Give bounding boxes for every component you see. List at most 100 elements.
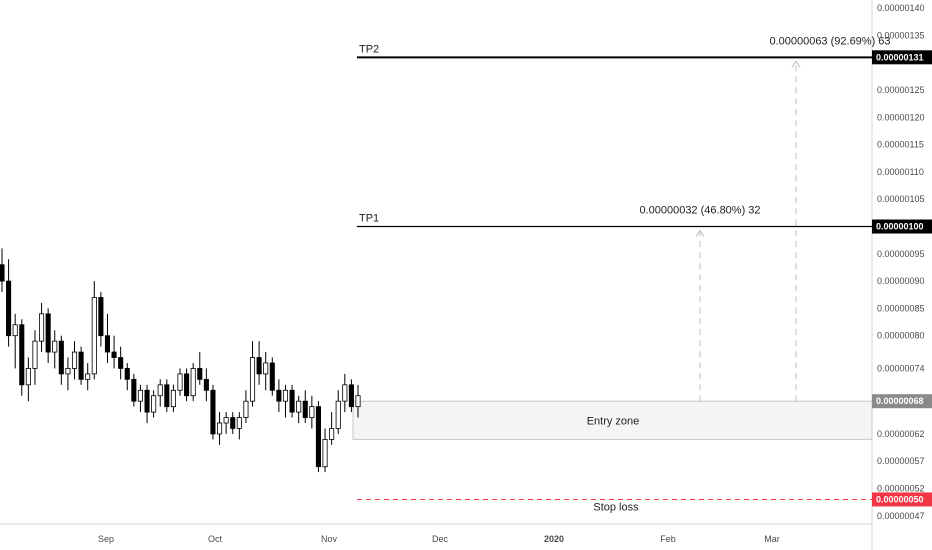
- time-axis-tick-label: 2020: [544, 534, 564, 544]
- price-axis-tick-label: 0.00000110: [877, 167, 924, 177]
- tp2-label: TP2: [359, 43, 379, 55]
- candle-body: [85, 373, 91, 380]
- price-tag-label: 0.00000068: [876, 396, 924, 406]
- candle-body: [170, 389, 176, 408]
- candle-body: [315, 406, 321, 468]
- price-axis-tick-label: 0.00000052: [877, 484, 925, 494]
- candle-body: [58, 340, 64, 375]
- candle-body: [256, 357, 262, 375]
- price-axis-tick-label: 0.00000062: [877, 429, 925, 439]
- candle-body: [223, 417, 229, 424]
- tp1-measure-label: 0.00000032 (46.80%) 32: [639, 205, 760, 217]
- price-axis-tick-label: 0.00000135: [877, 30, 925, 40]
- candle-body: [342, 384, 348, 402]
- candle-body: [124, 368, 130, 380]
- candle-body: [39, 313, 45, 342]
- price-tag: [872, 492, 932, 507]
- candle-body: [91, 297, 97, 375]
- candles: [0, 248, 361, 473]
- time-axis-tick-label: Mar: [764, 534, 780, 544]
- price-tag-label: 0.00000100: [876, 222, 924, 232]
- candle-body: [236, 417, 242, 429]
- candle-body: [118, 357, 124, 369]
- price-tag: [872, 219, 932, 234]
- price-tags: 0.00000131 0.00000100 0.00000068 0.00000050: [872, 50, 932, 507]
- candle-body: [177, 373, 183, 391]
- candle-body: [355, 395, 361, 408]
- candle-body: [302, 400, 308, 418]
- time-axis-tick-label: Feb: [660, 534, 676, 544]
- price-axis-tick-label: 0.00000057: [877, 456, 925, 466]
- tp1-label: TP1: [359, 213, 379, 225]
- candle-body: [144, 389, 150, 413]
- candle-body: [243, 400, 249, 418]
- candle-body: [263, 362, 269, 375]
- price-axis-tick-label: 0.00000074: [877, 363, 925, 373]
- candle-body: [25, 368, 31, 386]
- candle-body: [217, 422, 223, 435]
- candle-body: [164, 384, 170, 408]
- candle-body: [322, 438, 328, 468]
- candle-body: [65, 368, 71, 375]
- axes: [0, 0, 873, 550]
- candle-body: [289, 389, 295, 413]
- levels-layer: TP2 0.00000063 (92.69%) 63 TP1 0.00000032 (…: [357, 35, 891, 513]
- candle-body: [32, 340, 38, 369]
- price-axis-tick-label: 0.00000090: [877, 276, 925, 286]
- candle-body: [19, 324, 25, 386]
- price-axis-tick-label: 0.00000125: [877, 85, 925, 95]
- time-axis[interactable]: Sep Oct Nov Dec 2020 Feb Mar: [98, 534, 780, 544]
- candle-body: [45, 313, 51, 353]
- price-axis-tick-label: 0.00000047: [877, 511, 925, 521]
- measure-arrowhead: [695, 229, 705, 237]
- entry-zone-label: Entry zone: [587, 415, 640, 427]
- candle-body: [52, 340, 58, 353]
- candle-body: [230, 417, 236, 429]
- candle-body: [309, 406, 315, 418]
- candle-body: [78, 351, 84, 380]
- candle-body: [348, 384, 354, 408]
- candle-body: [210, 389, 216, 435]
- price-tag-label: 0.00000050: [876, 494, 924, 504]
- entry-zone-layer: Entry zone: [352, 400, 873, 440]
- candle-body: [111, 351, 117, 358]
- candle-body: [203, 378, 209, 391]
- candle-body: [151, 395, 157, 413]
- candle-body: [197, 368, 203, 380]
- price-axis-tick-label: 0.00000105: [877, 194, 925, 204]
- price-axis-tick-label: 0.00000085: [877, 303, 925, 313]
- candle-body: [296, 400, 302, 413]
- candle-body: [190, 368, 196, 397]
- price-tag: [872, 394, 932, 409]
- price-axis-tick-label: 0.00000115: [877, 140, 924, 150]
- time-axis-tick-label: Nov: [321, 534, 338, 544]
- time-axis-tick-label: Sep: [98, 534, 114, 544]
- candle-body: [6, 280, 12, 337]
- candle-body: [98, 297, 104, 337]
- candle-body: [282, 389, 289, 402]
- candle-body: [137, 389, 143, 402]
- candle-body: [104, 335, 111, 353]
- price-axis[interactable]: 0.00000140 0.00000135 0.00000125 0.00000120…: [877, 3, 925, 521]
- candle-body: [269, 362, 275, 391]
- time-axis-tick-label: Oct: [208, 534, 223, 544]
- price-axis-tick-label: 0.00000095: [877, 249, 925, 259]
- price-axis-tick-label: 0.00000140: [877, 3, 925, 13]
- candle-body: [71, 351, 78, 369]
- price-axis-tick-label: 0.00000080: [877, 331, 925, 341]
- candle-body: [12, 324, 18, 337]
- time-axis-tick-label: Dec: [432, 534, 449, 544]
- candle-body: [329, 428, 335, 440]
- entry-zone-box[interactable]: [352, 400, 873, 440]
- candle-body: [131, 378, 137, 402]
- candle-body: [0, 264, 5, 282]
- candle-body: [249, 357, 256, 402]
- measure-arrowhead: [791, 60, 801, 68]
- candle-body: [276, 389, 282, 402]
- price-tag-label: 0.00000131: [876, 52, 924, 62]
- candle-body: [335, 400, 341, 429]
- price-axis-tick-label: 0.00000120: [877, 112, 925, 122]
- tp2-measure-label: 0.00000063 (92.69%) 63: [769, 35, 890, 47]
